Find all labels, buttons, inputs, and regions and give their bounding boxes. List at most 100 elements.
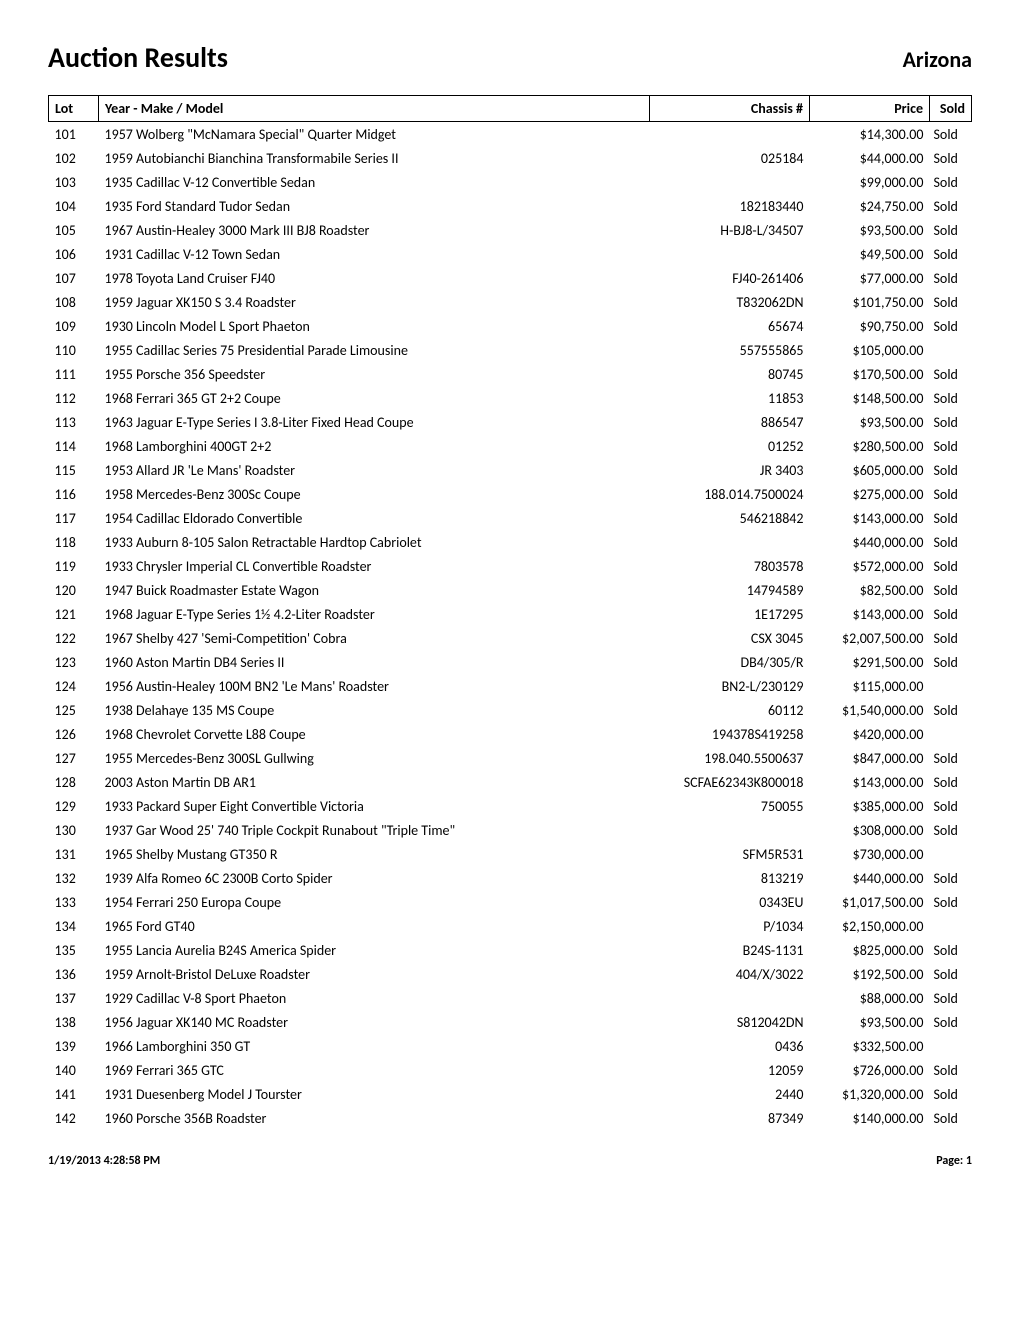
cell-chassis — [650, 530, 810, 554]
cell-model: 1966 Lamborghini 350 GT — [99, 1034, 650, 1058]
cell-chassis: 0343EU — [650, 890, 810, 914]
cell-chassis — [650, 818, 810, 842]
table-row: 1151953 Allard JR 'Le Mans' RoadsterJR 3… — [49, 458, 972, 482]
location-label: Arizona — [903, 46, 972, 73]
cell-price: $105,000.00 — [810, 338, 930, 362]
cell-model: 1955 Lancia Aurelia B24S America Spider — [99, 938, 650, 962]
table-row: 1331954 Ferrari 250 Europa Coupe0343EU$1… — [49, 890, 972, 914]
cell-price: $88,000.00 — [810, 986, 930, 1010]
cell-price: $99,000.00 — [810, 170, 930, 194]
cell-price: $420,000.00 — [810, 722, 930, 746]
cell-model: 1968 Chevrolet Corvette L88 Coupe — [99, 722, 650, 746]
cell-lot: 130 — [49, 818, 99, 842]
cell-lot: 117 — [49, 506, 99, 530]
table-row: 1282003 Aston Martin DB AR1SCFAE62343K80… — [49, 770, 972, 794]
cell-price: $192,500.00 — [810, 962, 930, 986]
cell-model: 1935 Ford Standard Tudor Sedan — [99, 194, 650, 218]
table-row: 1021959 Autobianchi Bianchina Transforma… — [49, 146, 972, 170]
cell-chassis: DB4/305/R — [650, 650, 810, 674]
cell-model: 1930 Lincoln Model L Sport Phaeton — [99, 314, 650, 338]
cell-lot: 120 — [49, 578, 99, 602]
table-row: 1041935 Ford Standard Tudor Sedan1821834… — [49, 194, 972, 218]
cell-lot: 137 — [49, 986, 99, 1010]
cell-chassis: S812042DN — [650, 1010, 810, 1034]
cell-sold — [930, 842, 972, 866]
cell-chassis: 750055 — [650, 794, 810, 818]
cell-lot: 142 — [49, 1106, 99, 1130]
table-row: 1131963 Jaguar E-Type Series I 3.8-Liter… — [49, 410, 972, 434]
cell-price: $440,000.00 — [810, 866, 930, 890]
cell-chassis: 182183440 — [650, 194, 810, 218]
table-row: 1221967 Shelby 427 'Semi-Competition' Co… — [49, 626, 972, 650]
cell-lot: 139 — [49, 1034, 99, 1058]
cell-price: $93,500.00 — [810, 218, 930, 242]
cell-lot: 128 — [49, 770, 99, 794]
table-row: 1071978 Toyota Land Cruiser FJ40FJ40-261… — [49, 266, 972, 290]
cell-model: 1967 Shelby 427 'Semi-Competition' Cobra — [99, 626, 650, 650]
table-row: 1411931 Duesenberg Model J Tourster2440$… — [49, 1082, 972, 1106]
cell-model: 1967 Austin-Healey 3000 Mark III BJ8 Roa… — [99, 218, 650, 242]
cell-sold: Sold — [930, 362, 972, 386]
cell-model: 2003 Aston Martin DB AR1 — [99, 770, 650, 794]
cell-model: 1978 Toyota Land Cruiser FJ40 — [99, 266, 650, 290]
cell-sold: Sold — [930, 698, 972, 722]
cell-chassis — [650, 122, 810, 147]
col-model: Year - Make / Model — [99, 96, 650, 122]
cell-lot: 125 — [49, 698, 99, 722]
cell-sold: Sold — [930, 242, 972, 266]
cell-price: $726,000.00 — [810, 1058, 930, 1082]
cell-chassis: 65674 — [650, 314, 810, 338]
cell-model: 1955 Cadillac Series 75 Presidential Par… — [99, 338, 650, 362]
cell-price: $275,000.00 — [810, 482, 930, 506]
cell-lot: 126 — [49, 722, 99, 746]
cell-sold: Sold — [930, 1058, 972, 1082]
cell-model: 1929 Cadillac V-8 Sport Phaeton — [99, 986, 650, 1010]
cell-chassis: 60112 — [650, 698, 810, 722]
cell-price: $143,000.00 — [810, 602, 930, 626]
table-row: 1351955 Lancia Aurelia B24S America Spid… — [49, 938, 972, 962]
cell-model: 1938 Delahaye 135 MS Coupe — [99, 698, 650, 722]
cell-price: $291,500.00 — [810, 650, 930, 674]
table-row: 1061931 Cadillac V-12 Town Sedan$49,500.… — [49, 242, 972, 266]
auction-results-table: Lot Year - Make / Model Chassis # Price … — [48, 95, 972, 1130]
cell-model: 1931 Duesenberg Model J Tourster — [99, 1082, 650, 1106]
cell-model: 1956 Austin-Healey 100M BN2 'Le Mans' Ro… — [99, 674, 650, 698]
cell-model: 1968 Jaguar E-Type Series 1½ 4.2-Liter R… — [99, 602, 650, 626]
table-row: 1051967 Austin-Healey 3000 Mark III BJ8 … — [49, 218, 972, 242]
col-sold: Sold — [930, 96, 972, 122]
cell-chassis: 404/X/3022 — [650, 962, 810, 986]
cell-lot: 109 — [49, 314, 99, 338]
cell-price: $2,150,000.00 — [810, 914, 930, 938]
cell-price: $1,320,000.00 — [810, 1082, 930, 1106]
cell-model: 1954 Ferrari 250 Europa Coupe — [99, 890, 650, 914]
cell-model: 1933 Chrysler Imperial CL Convertible Ro… — [99, 554, 650, 578]
table-row: 1311965 Shelby Mustang GT350 RSFM5R531$7… — [49, 842, 972, 866]
cell-price: $2,007,500.00 — [810, 626, 930, 650]
cell-model: 1960 Aston Martin DB4 Series II — [99, 650, 650, 674]
table-row: 1341965 Ford GT40P/1034$2,150,000.00 — [49, 914, 972, 938]
cell-sold — [930, 338, 972, 362]
cell-chassis: JR 3403 — [650, 458, 810, 482]
table-row: 1231960 Aston Martin DB4 Series IIDB4/30… — [49, 650, 972, 674]
cell-model: 1959 Jaguar XK150 S 3.4 Roadster — [99, 290, 650, 314]
cell-model: 1937 Gar Wood 25' 740 Triple Cockpit Run… — [99, 818, 650, 842]
cell-model: 1939 Alfa Romeo 6C 2300B Corto Spider — [99, 866, 650, 890]
cell-model: 1963 Jaguar E-Type Series I 3.8-Liter Fi… — [99, 410, 650, 434]
table-row: 1271955 Mercedes-Benz 300SL Gullwing198.… — [49, 746, 972, 770]
cell-price: $90,750.00 — [810, 314, 930, 338]
cell-chassis: 01252 — [650, 434, 810, 458]
table-row: 1381956 Jaguar XK140 MC RoadsterS812042D… — [49, 1010, 972, 1034]
cell-lot: 140 — [49, 1058, 99, 1082]
table-row: 1091930 Lincoln Model L Sport Phaeton656… — [49, 314, 972, 338]
cell-sold: Sold — [930, 962, 972, 986]
cell-lot: 102 — [49, 146, 99, 170]
page-title: Auction Results — [48, 40, 228, 75]
table-row: 1401969 Ferrari 365 GTC12059$726,000.00S… — [49, 1058, 972, 1082]
cell-chassis: 886547 — [650, 410, 810, 434]
cell-sold: Sold — [930, 746, 972, 770]
cell-chassis: 14794589 — [650, 578, 810, 602]
cell-sold: Sold — [930, 578, 972, 602]
cell-sold: Sold — [930, 386, 972, 410]
cell-model: 1955 Porsche 356 Speedster — [99, 362, 650, 386]
cell-price: $572,000.00 — [810, 554, 930, 578]
